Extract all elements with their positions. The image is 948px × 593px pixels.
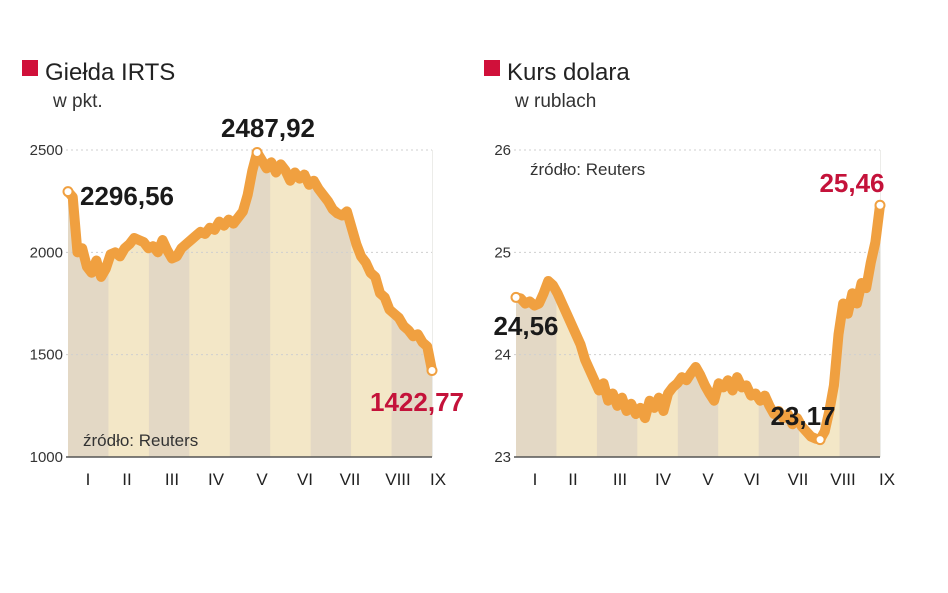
y-tick-label: 1000 — [30, 449, 63, 466]
y-tick-label: 1500 — [30, 347, 63, 364]
y-tick-label: 24 — [494, 347, 511, 364]
x-axis-months: I II III IV V VI VII VIII IX — [533, 470, 895, 489]
x-tick-label: VIII — [830, 470, 856, 489]
area-mask — [68, 145, 432, 371]
y-tick-label: 26 — [494, 142, 511, 159]
x-tick-label: IX — [879, 470, 895, 489]
annotation-points — [62, 146, 438, 376]
value-annotations: 24,56 23,17 25,46 — [493, 168, 884, 431]
value-annotation: 2296,56 — [80, 181, 174, 211]
annotation-point — [62, 186, 74, 198]
x-tick-label: V — [256, 470, 268, 489]
x-tick-label: III — [613, 470, 627, 489]
x-tick-label: VIII — [385, 470, 411, 489]
x-tick-label: VI — [744, 470, 760, 489]
value-annotation: 23,17 — [770, 401, 835, 431]
y-tick-label: 25 — [494, 244, 511, 261]
value-annotation: 24,56 — [493, 311, 558, 341]
source-note: źródło: Reuters — [83, 431, 198, 450]
annotation-point — [251, 146, 263, 158]
source-note: źródło: Reuters — [530, 160, 645, 179]
series-line — [63, 147, 437, 376]
area-tint — [516, 205, 880, 457]
area-fill — [516, 145, 880, 457]
area-fill — [68, 145, 432, 458]
title-marker-icon — [22, 60, 38, 76]
value-annotation: 25,46 — [819, 168, 884, 198]
annotation-point — [510, 291, 522, 303]
annotation-point — [874, 199, 886, 211]
title-marker-icon — [484, 60, 500, 76]
value-annotation: 2487,92 — [221, 113, 315, 143]
area-mask — [516, 145, 880, 440]
y-tick-label: 2000 — [30, 244, 63, 261]
x-tick-label: IV — [655, 470, 672, 489]
x-tick-label: II — [122, 470, 131, 489]
y-tick-label: 2500 — [30, 142, 63, 159]
series-line-path — [63, 147, 437, 376]
chart-subtitle: w rublach — [514, 91, 596, 112]
y-axis-ticks: 26 25 24 23 — [494, 142, 511, 466]
x-tick-label: VII — [340, 470, 361, 489]
chart-subtitle: w pkt. — [52, 91, 103, 112]
annotation-point — [426, 364, 438, 376]
x-tick-label: IX — [430, 470, 446, 489]
annotation-point — [814, 434, 826, 446]
y-axis-ticks: 2500 2000 1500 1000 — [30, 142, 63, 466]
area-tint — [68, 152, 432, 458]
value-annotations: 2296,56 2487,92 1422,77 — [80, 113, 464, 417]
y-tick-label: 23 — [494, 449, 511, 466]
x-tick-label: I — [533, 470, 538, 489]
month-band — [270, 150, 312, 457]
x-tick-label: VI — [297, 470, 313, 489]
x-tick-label: V — [702, 470, 714, 489]
chart-title: Kurs dolara — [507, 59, 630, 86]
x-tick-label: II — [568, 470, 577, 489]
x-tick-label: VII — [788, 470, 809, 489]
x-tick-label: I — [86, 470, 91, 489]
x-tick-label: IV — [208, 470, 225, 489]
value-annotation: 1422,77 — [370, 387, 464, 417]
chart-title: Giełda IRTS — [45, 59, 175, 86]
annotation-points — [510, 199, 886, 446]
x-axis-months: I II III IV V VI VII VIII IX — [86, 470, 446, 489]
x-tick-label: III — [165, 470, 179, 489]
